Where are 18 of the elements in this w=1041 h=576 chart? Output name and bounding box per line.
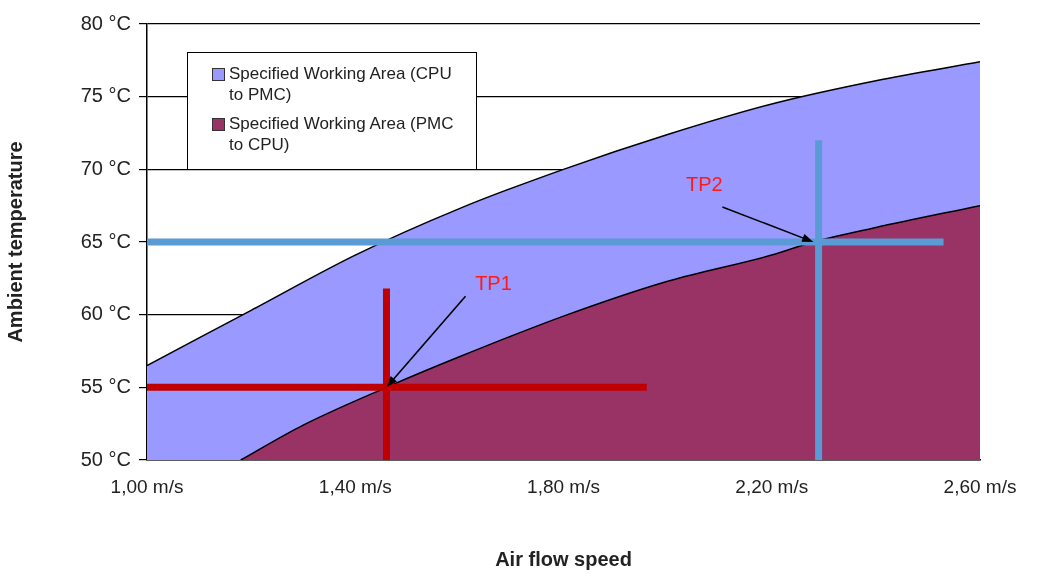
annotation: TP1 [475,271,512,294]
x-tick-label: 2,60 m/s [943,475,1017,497]
x-axis-title: Air flow speed [495,547,632,570]
x-tick-label: 1,00 m/s [110,475,184,497]
y-axis-title: Ambient temperature [3,141,26,343]
x-tick-label: 1,80 m/s [527,475,600,497]
y-tick-label: 50 °C [80,447,131,470]
x-tick-label: 2,20 m/s [735,475,809,497]
y-tick-label: 55 °C [80,374,131,397]
y-tick-label: 75 °C [80,84,131,107]
legend-label: Specified Working Area (PMC to CPU) [229,113,455,155]
y-tick-label: 70 °C [80,156,131,179]
y-tick-label: 80 °C [80,11,131,34]
y-tick-label: 60 °C [80,302,131,325]
legend-label: Specified Working Area (CPU to PMC) [229,63,453,105]
annotation: TP2 [686,172,723,195]
x-tick-label: 1,40 m/s [318,475,392,497]
y-tick-label: 65 °C [80,229,131,252]
